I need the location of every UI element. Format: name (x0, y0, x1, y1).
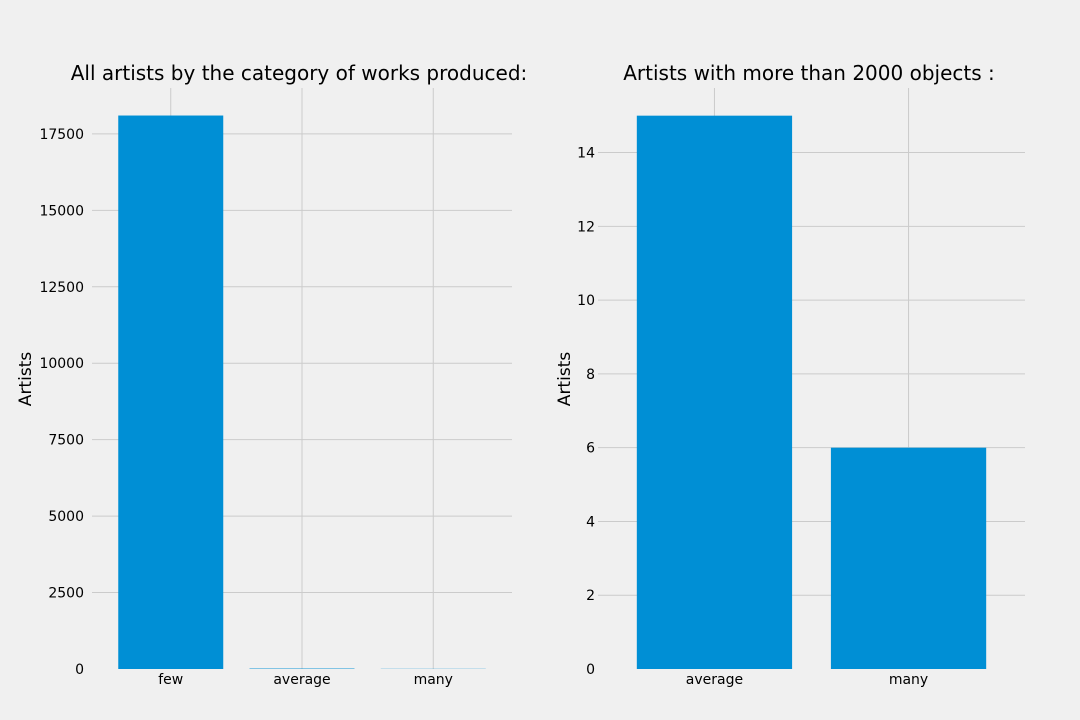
x-tick-label: few (158, 672, 183, 688)
y-tick-label: 14 (577, 146, 595, 162)
y-tick-label: 15000 (39, 203, 84, 219)
chart-title: All artists by the category of works pro… (71, 61, 528, 85)
bar-many (830, 447, 987, 669)
y-tick-label: 8 (586, 367, 595, 383)
y-tick-label: 17500 (39, 127, 84, 143)
chart-all-artists: 0 2500 5000 7500 10000 12500 15000 17500 few aver… (16, 61, 527, 688)
y-axis-label: Artists (16, 352, 36, 407)
chart-title: Artists with more than 2000 objects : (623, 61, 995, 85)
y-tick-label: 0 (586, 662, 595, 678)
x-tick-label: many (889, 672, 928, 688)
y-tick-label: 10000 (39, 356, 84, 372)
y-tick-label: 2500 (48, 586, 84, 602)
y-tick-label: 2 (586, 588, 595, 604)
y-tick-label: 5000 (48, 509, 84, 525)
x-tick-label: many (414, 672, 453, 688)
y-tick-label: 12 (577, 219, 595, 235)
y-tick-label: 10 (577, 293, 595, 309)
y-tick-label: 12500 (39, 280, 84, 296)
y-axis-label: Artists (555, 352, 575, 407)
x-tick-label: average (273, 672, 330, 688)
chart-artists-over-2000: 0 2 4 6 8 10 12 14 average many Artists with more… (555, 61, 1025, 688)
x-tick-label: average (686, 672, 743, 688)
bar-few (118, 115, 224, 669)
y-tick-label: 0 (75, 662, 84, 678)
y-tick-label: 7500 (48, 433, 84, 449)
y-tick-label: 6 (586, 441, 595, 457)
y-tick-label: 4 (586, 514, 595, 530)
bar-average (636, 115, 793, 669)
